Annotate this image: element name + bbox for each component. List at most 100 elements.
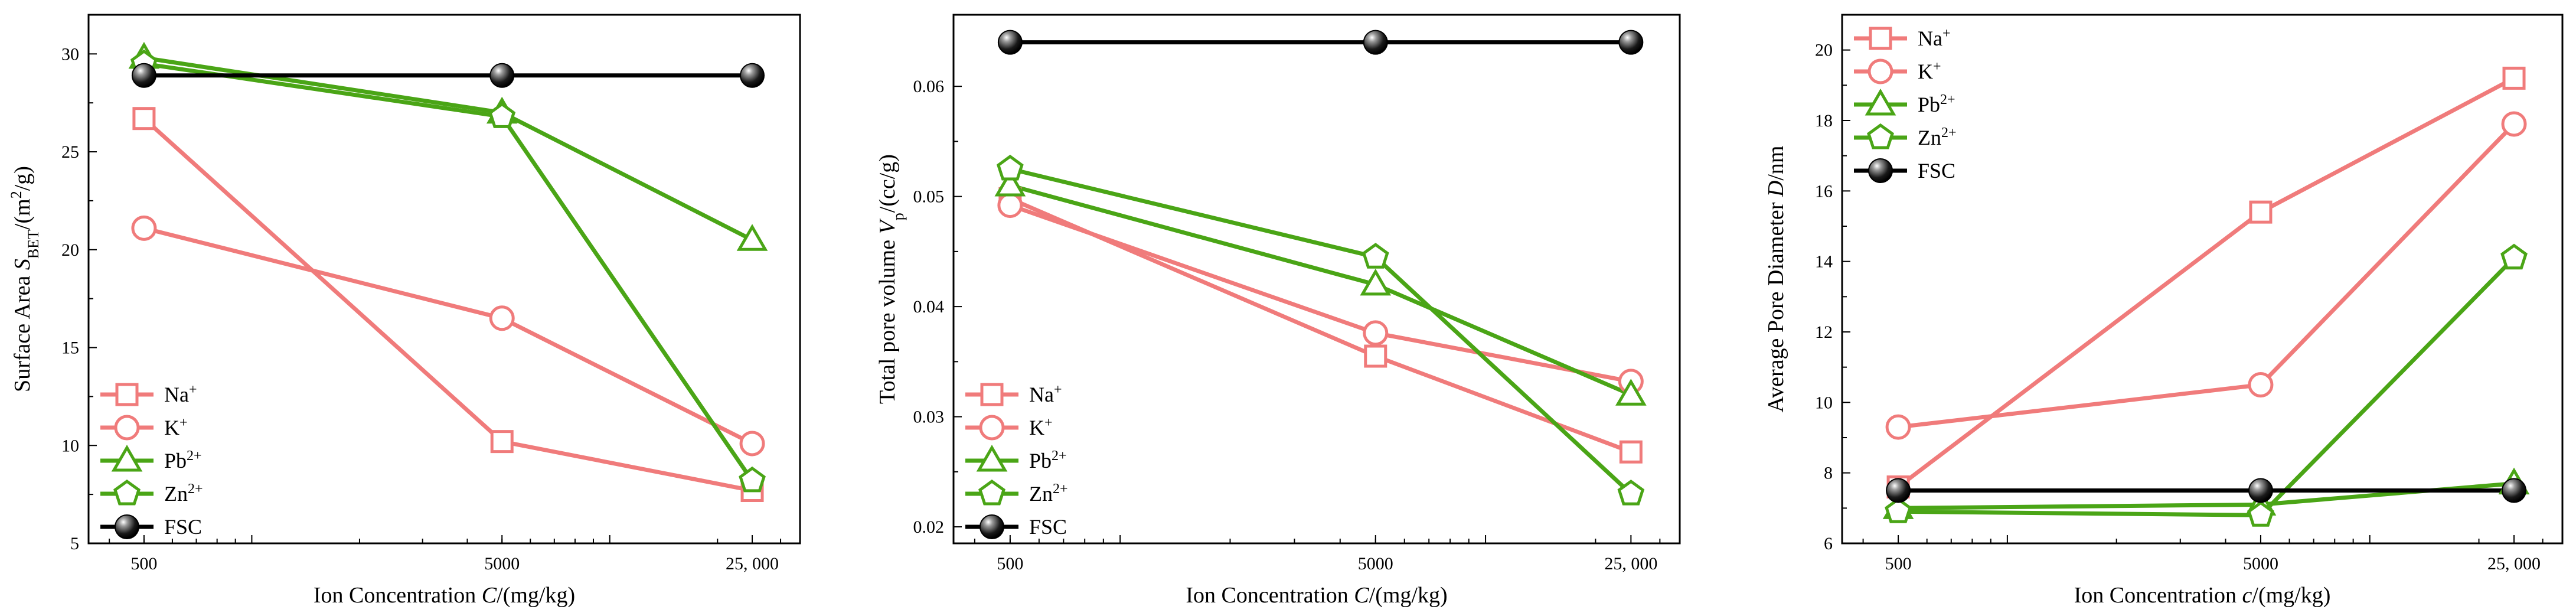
data-point — [490, 430, 514, 454]
plot-frame — [952, 14, 1681, 545]
y-tick-label: 10 — [61, 436, 79, 455]
x-axis-ticks — [109, 535, 782, 543]
legend-label-sup: + — [1942, 26, 1951, 41]
y-tick-label: 0.06 — [913, 77, 945, 96]
legend-label-sup: + — [1044, 415, 1053, 431]
legend-label: Na+ — [1918, 26, 1951, 50]
legend-label-text: Pb — [164, 449, 187, 472]
series-markers-FSC — [1886, 478, 2527, 503]
y-tick-label: 0.03 — [913, 408, 945, 427]
legend-marker — [1868, 158, 1893, 183]
legend-label-sup: 2+ — [187, 448, 202, 464]
legend-label-text: Na — [164, 383, 189, 406]
legend-marker — [980, 514, 1004, 539]
legend-marker — [976, 445, 1008, 472]
x-axis-label: Ion Concentration C/(mg/kg) — [314, 583, 575, 608]
legend-label-sup: + — [189, 382, 197, 397]
legend-label-text: Pb — [1029, 449, 1052, 472]
data-point — [2249, 200, 2273, 224]
series-markers-Naplus — [1886, 66, 2526, 499]
legend-item-Kplus: K+ — [965, 415, 1053, 441]
series-line-Kplus — [1898, 122, 2516, 429]
data-point — [739, 466, 766, 493]
data-point — [1360, 268, 1392, 296]
x-axis-ticks — [974, 535, 1661, 543]
legend-marker — [1867, 123, 1894, 149]
data-point — [2502, 478, 2527, 503]
x-tick-label: 500 — [997, 554, 1023, 573]
series-line-Pb2plus — [143, 56, 753, 242]
y-axis-label: Average Pore Diameter D/nm — [1764, 146, 1788, 413]
y-axis-ticks — [954, 86, 962, 528]
y-axis-label-text: Total pore volume — [875, 234, 900, 404]
y-axis-label-text: Surface Area — [10, 270, 35, 392]
legend-marker — [1869, 27, 1892, 50]
legend-item-Pb2plus: Pb2+ — [965, 445, 1067, 472]
y-axis-ticks — [1842, 49, 1850, 544]
legend-label: Pb2+ — [164, 448, 202, 472]
legend-label-text: FSC — [1029, 515, 1067, 539]
legend-item-FSC: FSC — [100, 514, 202, 539]
legend-item-Zn2plus: Zn2+ — [965, 479, 1068, 506]
data-point — [131, 63, 156, 88]
legend-label-text: Na — [1918, 27, 1942, 50]
legend-label-text: FSC — [1918, 159, 1955, 182]
legend-label: K+ — [1029, 415, 1053, 439]
x-tick-label: 5000 — [484, 554, 520, 573]
data-point — [736, 224, 768, 251]
legend-label-sup: + — [1054, 382, 1062, 397]
data-point — [1886, 478, 1911, 503]
y-axis-label-var: V — [875, 218, 900, 234]
chart-panel-2: 500 5000 25, 000 0.02 0.03 0.04 0.05 0.06 Ion Co… — [875, 14, 1681, 608]
x-axis-label: Ion Concentration c/(mg/kg) — [2074, 583, 2331, 608]
legend: Na+K+Pb2+Zn2+FSC — [965, 382, 1068, 539]
data-point — [1362, 243, 1389, 269]
legend-item-Naplus: Na+ — [1854, 26, 1951, 50]
legend-item-Kplus: K+ — [100, 415, 188, 441]
legend-item-Zn2plus: Zn2+ — [100, 479, 203, 506]
x-axis-label-var: C — [1354, 583, 1369, 608]
y-axis-label-text: Average Pore Diameter — [1764, 197, 1788, 412]
legend-item-Pb2plus: Pb2+ — [100, 445, 202, 472]
y-axis-label-sup: 2 — [8, 191, 25, 198]
y-tick-label: 10 — [1815, 393, 1833, 412]
x-tick-label: 25, 000 — [2487, 554, 2541, 573]
y-axis-label-unit: /(cc/g) — [875, 154, 900, 213]
data-point — [132, 107, 156, 131]
legend-marker — [980, 383, 1004, 406]
legend-label-sup: 2+ — [1941, 125, 1957, 141]
legend-label-text: Zn — [164, 482, 188, 506]
y-tick-label: 20 — [61, 240, 79, 260]
legend-marker — [115, 383, 139, 406]
chart-panel-3: 500 5000 25, 000 6 8 10 12 14 16 18 20 Ion Concentr… — [1764, 14, 2564, 608]
data-point — [994, 170, 1026, 197]
y-tick-label: 0.05 — [913, 187, 945, 207]
x-axis-label-text: Ion Concentration — [1186, 583, 1354, 608]
legend-marker — [978, 479, 1005, 506]
series-markers-Zn2plus — [1885, 243, 2528, 527]
legend-marker — [979, 415, 1005, 441]
y-axis-label-unit-end: /g) — [10, 166, 35, 191]
data-point — [488, 102, 516, 128]
data-point — [1617, 480, 1645, 506]
legend-label-text: Zn — [1029, 482, 1053, 506]
data-point — [1364, 344, 1387, 368]
x-tick-label: 500 — [1885, 554, 1912, 573]
data-point — [2502, 66, 2526, 90]
data-point — [997, 30, 1023, 55]
y-tick-label: 25 — [61, 142, 79, 162]
legend-label: Zn2+ — [164, 481, 203, 506]
chart-panel-1: 500 5000 25, 000 5 10 15 20 25 30 Ion Concentrati… — [8, 14, 801, 608]
x-axis-label: Ion Concentration C/(mg/kg) — [1186, 583, 1447, 608]
y-axis-label-var: S — [10, 259, 35, 270]
data-point — [739, 431, 765, 457]
y-axis-label-sub: BET — [25, 230, 42, 259]
legend-label: K+ — [164, 415, 188, 439]
legend-label: Na+ — [164, 382, 197, 406]
x-axis-label-unit: /(mg/kg) — [2252, 583, 2330, 608]
legend-label-sup: 2+ — [1053, 481, 1068, 497]
series-line-Naplus — [1896, 76, 2515, 489]
legend-label-text: Zn — [1918, 126, 1941, 149]
legend-marker — [113, 479, 141, 506]
